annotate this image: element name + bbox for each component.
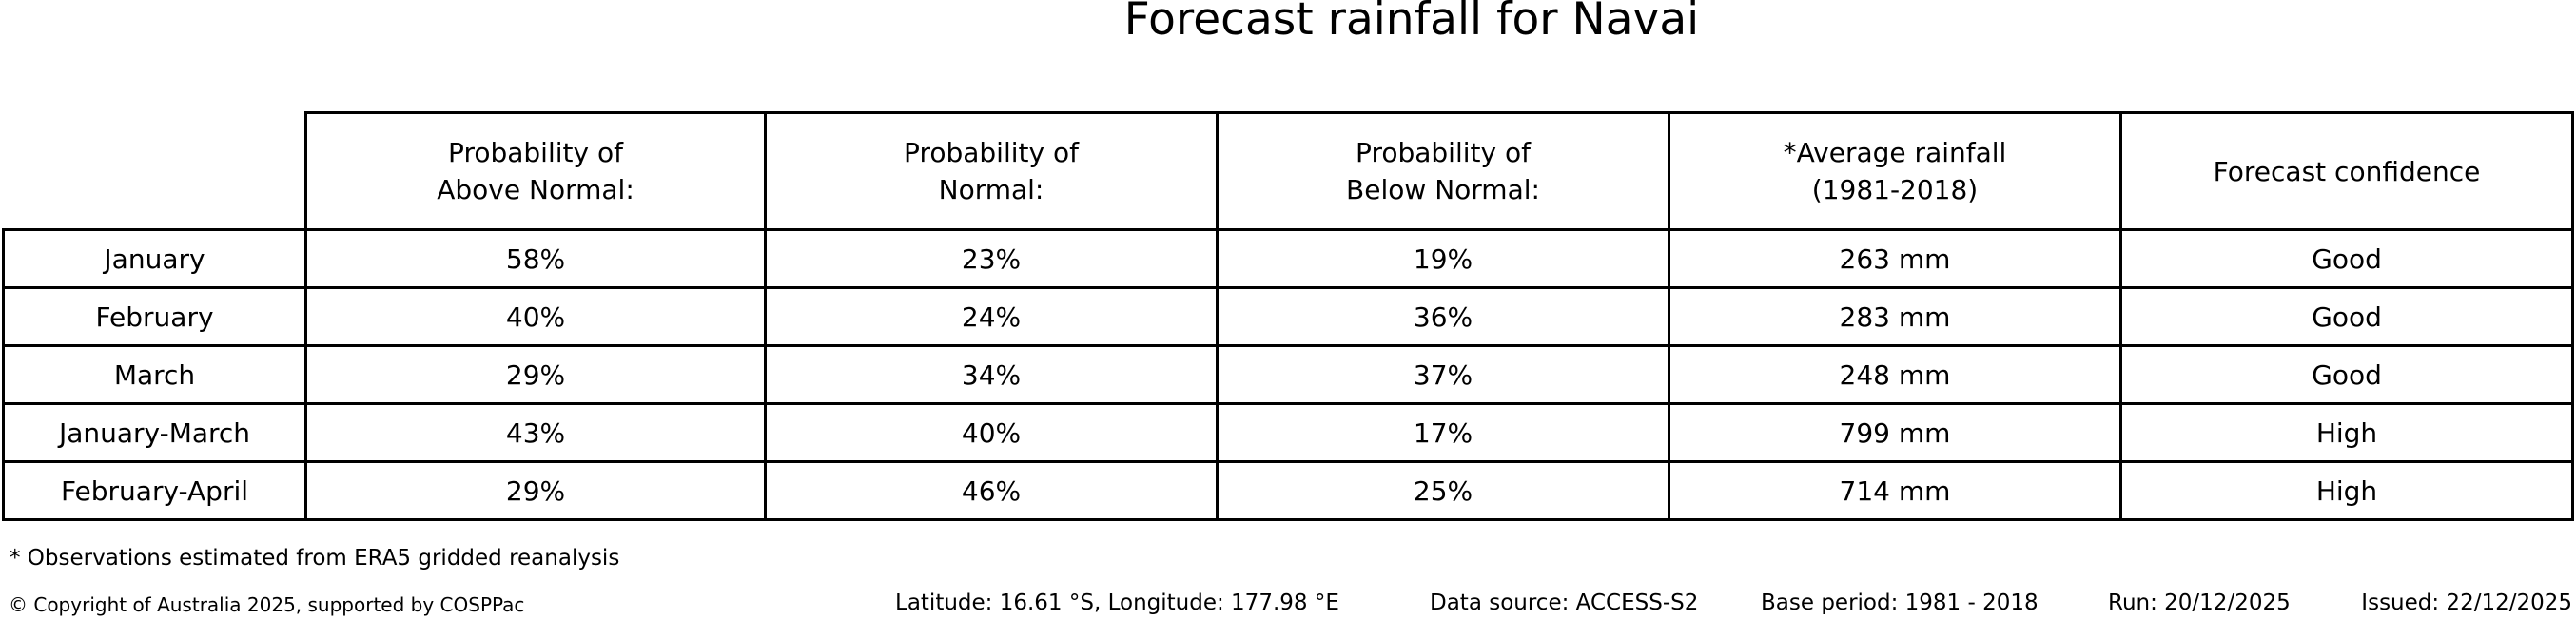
cell-below-normal: 19% [1216, 228, 1670, 289]
row-label: January [2, 228, 307, 289]
data-source-text: Data source: ACCESS-S2 [1430, 591, 1699, 615]
observations-footnote: * Observations estimated from ERA5 gridd… [10, 546, 620, 571]
base-period-text: Base period: 1981 - 2018 [1761, 591, 2039, 615]
cell-normal: 34% [764, 344, 1219, 405]
table-row: March 29% 34% 37% 248 mm Good [2, 344, 2574, 405]
run-date-text: Run: 20/12/2025 [2108, 591, 2291, 615]
row-label: March [2, 344, 307, 405]
cell-above-normal: 43% [304, 402, 767, 463]
cell-above-normal: 40% [304, 286, 767, 347]
cell-below-normal: 37% [1216, 344, 1670, 405]
cell-forecast-confidence: Good [2119, 228, 2574, 289]
column-header-line: *Average rainfall [1783, 137, 2007, 168]
column-header-above-normal: Probability of Above Normal: [304, 111, 767, 231]
table-row: January 58% 23% 19% 263 mm Good [2, 228, 2574, 289]
cell-below-normal: 25% [1216, 460, 1670, 521]
column-header-line: Above Normal: [437, 174, 634, 205]
forecast-rainfall-table: Probability of Above Normal: Probability… [2, 111, 2574, 521]
latitude-longitude-text: Latitude: 16.61 °S, Longitude: 177.98 °E [895, 591, 1339, 615]
cell-forecast-confidence: High [2119, 460, 2574, 521]
page-title: Forecast rainfall for Navai [1123, 0, 1700, 46]
cell-average-rainfall: 714 mm [1668, 460, 2122, 521]
table-row: February-April 29% 46% 25% 714 mm High [2, 460, 2574, 521]
cell-forecast-confidence: High [2119, 402, 2574, 463]
cell-average-rainfall: 263 mm [1668, 228, 2122, 289]
cell-normal: 40% [764, 402, 1219, 463]
table-header-row: Probability of Above Normal: Probability… [4, 111, 2574, 231]
cell-average-rainfall: 283 mm [1668, 286, 2122, 347]
cell-forecast-confidence: Good [2119, 286, 2574, 347]
cell-average-rainfall: 248 mm [1668, 344, 2122, 405]
cell-average-rainfall: 799 mm [1668, 402, 2122, 463]
table-row: February 40% 24% 36% 283 mm Good [2, 286, 2574, 347]
table-row: January-March 43% 40% 17% 799 mm High [2, 402, 2574, 463]
column-header-line: Below Normal: [1346, 174, 1540, 205]
copyright-text: © Copyright of Australia 2025, supported… [9, 593, 525, 616]
cell-normal: 23% [764, 228, 1219, 289]
column-header-line: Probability of [1356, 137, 1531, 168]
corner-cell [4, 113, 306, 230]
column-header-normal: Probability of Normal: [764, 111, 1219, 231]
column-header-line: Normal: [938, 174, 1044, 205]
column-header-forecast-confidence: Forecast confidence [2119, 111, 2574, 231]
cell-below-normal: 17% [1216, 402, 1670, 463]
row-label: February-April [2, 460, 307, 521]
cell-above-normal: 58% [304, 228, 767, 289]
column-header-line: Forecast confidence [2213, 155, 2481, 187]
cell-above-normal: 29% [304, 460, 767, 521]
column-header-below-normal: Probability of Below Normal: [1216, 111, 1670, 231]
column-header-line: (1981-2018) [1811, 174, 1979, 205]
issued-date-text: Issued: 22/12/2025 [2361, 591, 2572, 615]
cell-normal: 24% [764, 286, 1219, 347]
cell-above-normal: 29% [304, 344, 767, 405]
cell-normal: 46% [764, 460, 1219, 521]
row-label: February [2, 286, 307, 347]
column-header-line: Probability of [448, 137, 623, 168]
cell-below-normal: 36% [1216, 286, 1670, 347]
cell-forecast-confidence: Good [2119, 344, 2574, 405]
column-header-line: Probability of [904, 137, 1079, 168]
row-label: January-March [2, 402, 307, 463]
column-header-average-rainfall: *Average rainfall (1981-2018) [1668, 111, 2122, 231]
